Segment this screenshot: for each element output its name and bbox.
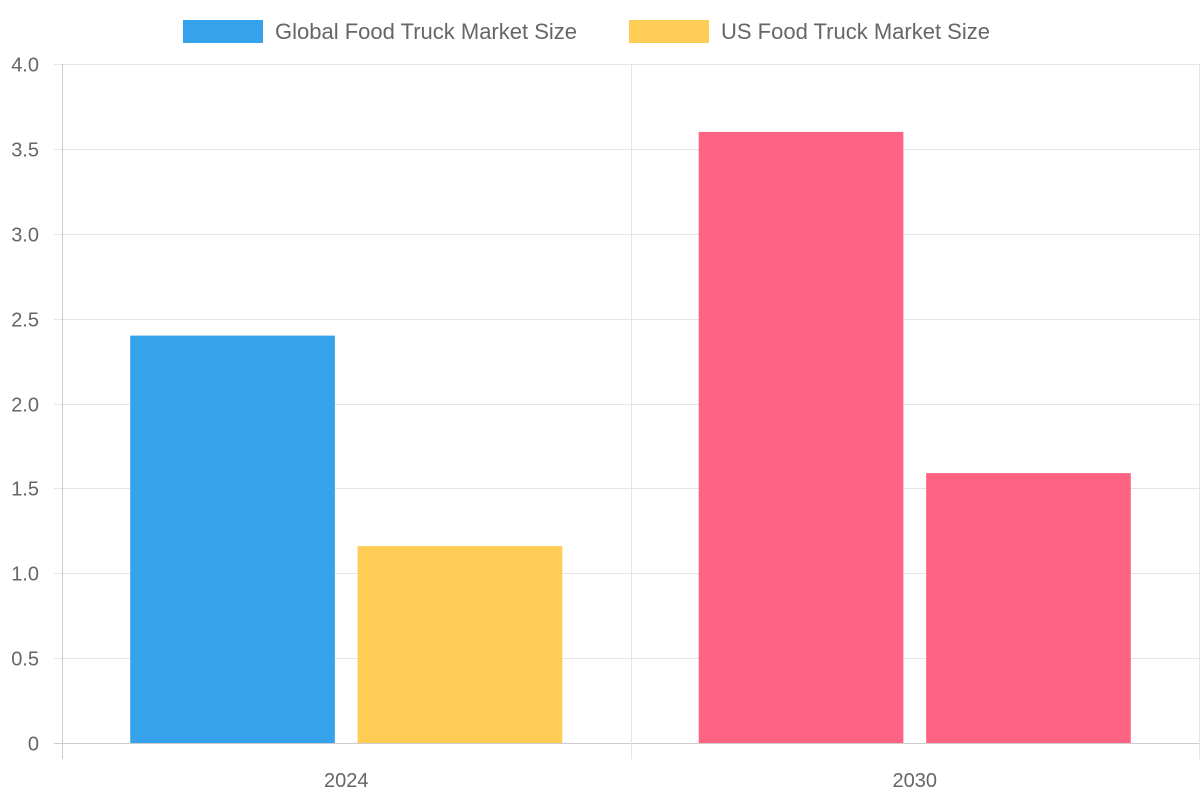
y-tick-label: 1.5 <box>11 479 39 501</box>
bars <box>130 131 1131 743</box>
legend-swatch <box>629 20 709 43</box>
bar-2030-1 <box>926 473 1131 743</box>
bar-2030-0 <box>698 131 904 743</box>
axes: 0 0.5 1.0 1.5 2.0 2.5 3.0 3.5 4.0 2024 2030 <box>11 55 937 793</box>
y-tick-label: 3.5 <box>11 140 39 162</box>
legend-label: US Food Truck Market Size <box>721 19 990 44</box>
legend: Global Food Truck Market Size US Food Tru… <box>183 19 990 44</box>
y-tick-label: 2.0 <box>11 395 39 417</box>
y-tick-label: 0.5 <box>11 649 39 671</box>
y-tick-label: 1.0 <box>11 564 39 586</box>
y-tick-label: 2.5 <box>11 310 39 332</box>
y-tick-label: 0 <box>28 734 39 756</box>
y-tick-label: 3.0 <box>11 225 39 247</box>
bar-2024-1 <box>357 546 563 743</box>
x-tick-label: 2024 <box>324 770 369 792</box>
legend-swatch <box>183 20 263 43</box>
bar-2024-0 <box>130 335 335 743</box>
x-tick-label: 2030 <box>893 770 938 792</box>
y-tick-label: 4.0 <box>11 55 39 77</box>
legend-label: Global Food Truck Market Size <box>275 19 577 44</box>
